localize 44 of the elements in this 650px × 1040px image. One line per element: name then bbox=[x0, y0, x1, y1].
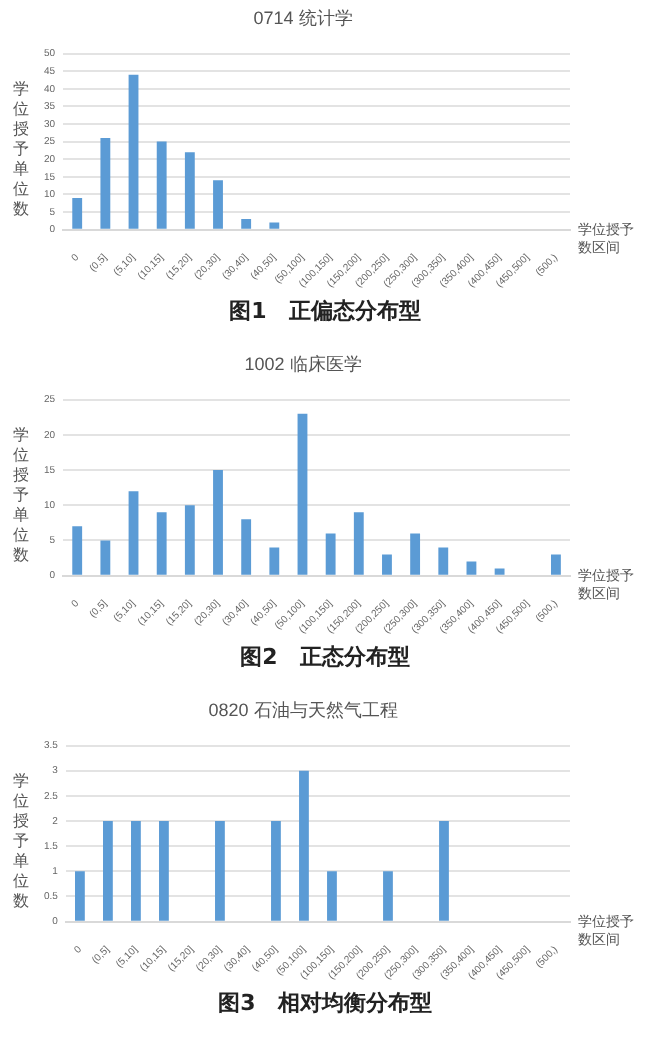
bar bbox=[159, 821, 169, 921]
caption: 图3 相对均衡分布型 bbox=[216, 988, 434, 1018]
bar bbox=[213, 470, 223, 575]
y-axis-title: 学位授予单位数 bbox=[11, 80, 31, 220]
caption: 图1 正偏态分布型 bbox=[227, 296, 423, 326]
bar bbox=[269, 222, 280, 229]
bar bbox=[103, 821, 113, 921]
bar bbox=[156, 512, 167, 575]
y-axis-title: 学位授予单位数 bbox=[11, 772, 31, 912]
bar bbox=[297, 413, 308, 575]
bar bbox=[128, 491, 139, 575]
bar bbox=[410, 533, 421, 575]
bar bbox=[131, 821, 141, 921]
bar bbox=[382, 554, 392, 575]
bar bbox=[466, 561, 477, 575]
bar bbox=[438, 547, 449, 575]
bar bbox=[325, 533, 336, 575]
bar bbox=[213, 180, 223, 229]
bar bbox=[156, 141, 167, 229]
chart-title: 0714 统计学 bbox=[253, 7, 353, 28]
y-axis-title: 学位授予单位数 bbox=[11, 426, 31, 566]
bar bbox=[72, 526, 83, 575]
bar bbox=[184, 505, 195, 575]
bar bbox=[271, 821, 281, 921]
bar bbox=[72, 197, 83, 229]
bar bbox=[128, 74, 139, 229]
caption: 图2 正态分布型 bbox=[238, 642, 412, 672]
bar bbox=[383, 871, 393, 921]
bar bbox=[215, 821, 225, 921]
chart-title: 1002 临床医学 bbox=[244, 353, 362, 374]
bar bbox=[299, 770, 309, 921]
chart-title: 0820 石油与天然气工程 bbox=[208, 699, 398, 720]
bar bbox=[353, 512, 364, 575]
bar bbox=[327, 871, 337, 921]
bar bbox=[184, 152, 195, 229]
bar bbox=[241, 219, 252, 229]
bar bbox=[550, 554, 561, 575]
bar bbox=[100, 540, 111, 575]
bar bbox=[241, 519, 252, 575]
bar bbox=[439, 821, 449, 921]
bar bbox=[269, 547, 280, 575]
bar bbox=[75, 871, 85, 921]
bar bbox=[100, 138, 111, 229]
bar bbox=[494, 568, 505, 575]
